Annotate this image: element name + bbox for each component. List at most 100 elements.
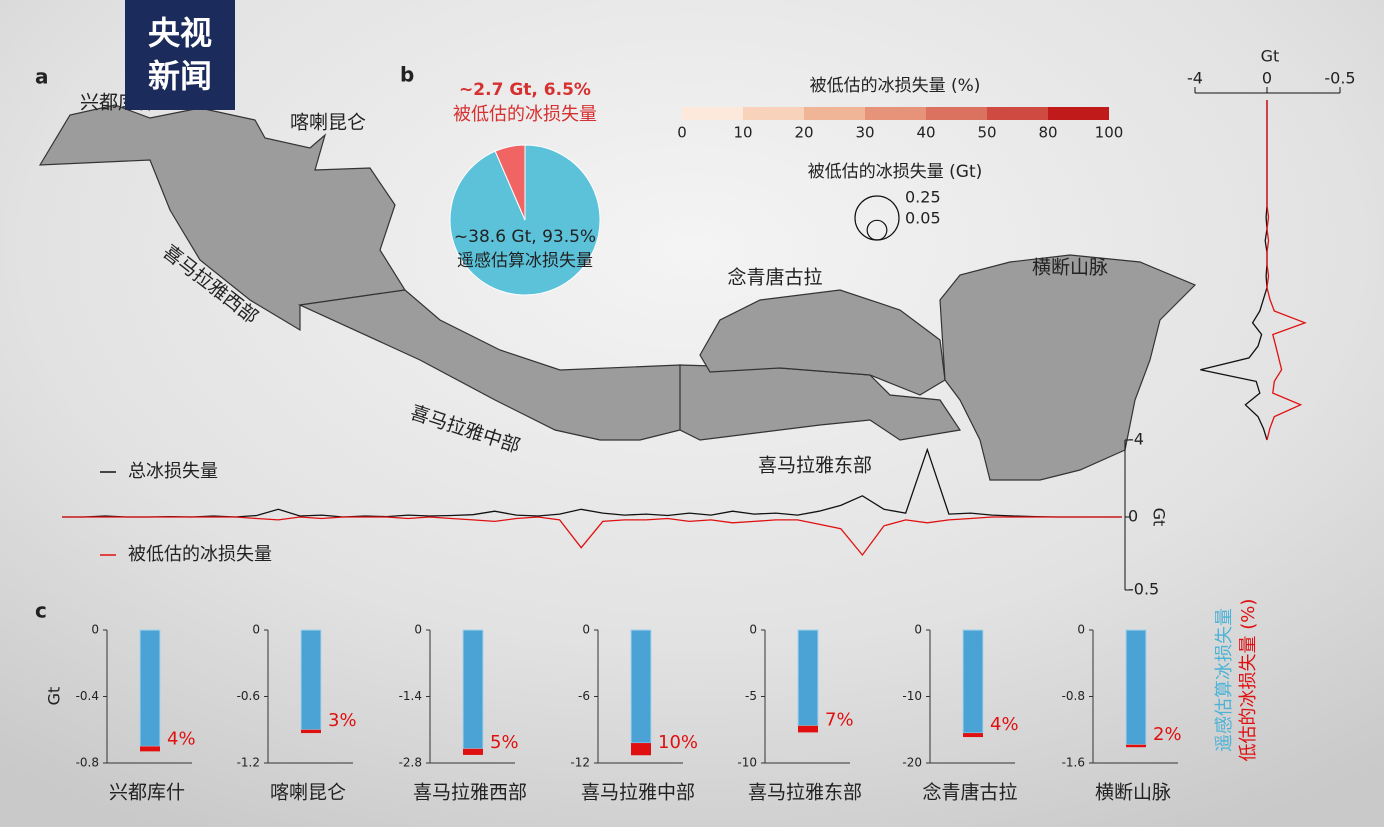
panel-label: b	[400, 63, 414, 87]
tick-label: -1.2	[237, 756, 260, 770]
pie-label: ~38.6 Gt, 93.5%	[454, 227, 596, 247]
tick-label: -20	[902, 756, 922, 770]
share-label: 5%	[490, 732, 519, 753]
legend-tick: 50	[977, 124, 996, 142]
region	[939, 254, 1197, 481]
tick-label: -0.6	[237, 689, 260, 703]
tick-label: -0.8	[76, 756, 99, 770]
tick-label: -0.5	[1324, 69, 1355, 88]
tick-label: -0.8	[1062, 689, 1085, 703]
tick-label: -4	[1128, 430, 1144, 449]
legend-swatch	[865, 107, 926, 120]
share-label: 10%	[658, 732, 698, 753]
legend-title: 被低估的冰损失量 (%)	[810, 76, 981, 96]
legend-label: 低估的冰损失量 (%)	[1238, 599, 1259, 762]
category-label: 喜马拉雅东部	[748, 782, 862, 804]
tick-label: -1.4	[399, 689, 422, 703]
category-label: 念青唐古拉	[922, 781, 1017, 804]
logo-text: 新闻	[148, 57, 212, 95]
legend-tick: 0	[677, 124, 687, 142]
tick-label: 0	[914, 623, 922, 637]
pie-label: 被低估的冰损失量	[453, 104, 597, 125]
tick-label: 0	[1128, 507, 1138, 526]
category-label: 喜马拉雅西部	[413, 782, 527, 804]
tick-label: -0.5	[1128, 580, 1159, 599]
legend-tick: 10	[733, 124, 752, 142]
pie-label: 遥感估算冰损失量	[457, 251, 593, 271]
legend-swatch	[926, 107, 987, 120]
legend-swatch	[682, 107, 743, 120]
region	[38, 104, 406, 332]
share-label: 3%	[328, 710, 357, 731]
tick-label: 0	[252, 623, 260, 637]
map-regions	[38, 104, 1197, 481]
legend-tick: 20	[794, 124, 813, 142]
bar	[463, 748, 483, 755]
legend-label: 被低估的冰损失量	[128, 544, 272, 565]
share-label: 4%	[990, 714, 1019, 735]
legend-tick: 30	[855, 124, 874, 142]
legend-tick: 100	[1095, 124, 1124, 142]
region-label: 喜马拉雅东部	[758, 455, 872, 477]
legend-label: 遥感估算冰损失量	[1214, 608, 1235, 752]
category-label: 喀喇昆仑	[270, 782, 346, 804]
axis-label: Gt	[1261, 47, 1280, 66]
bar	[140, 746, 160, 752]
tick-label: 0	[414, 623, 422, 637]
bar	[962, 629, 984, 734]
legend-label: 总冰损失量	[128, 461, 218, 482]
share-label: 4%	[167, 728, 196, 749]
logo-text: 央视	[148, 14, 212, 52]
size-label: 0.05	[905, 209, 941, 228]
category-label: 横断山脉	[1095, 782, 1171, 804]
bar	[301, 729, 321, 734]
bar	[631, 743, 651, 756]
logo-box	[125, 0, 235, 110]
tick-label: -10	[902, 689, 922, 703]
tick-label: -0.4	[76, 689, 99, 703]
region-label: 念青唐古拉	[727, 266, 822, 289]
tick-label: -10	[737, 756, 757, 770]
bar	[797, 629, 819, 727]
legend-title: 被低估的冰损失量 (Gt)	[808, 162, 983, 182]
tick-label: 0	[1077, 623, 1085, 637]
legend-tick: 40	[916, 124, 935, 142]
category-label: 喜马拉雅中部	[581, 782, 695, 804]
region-label: 喀喇昆仑	[290, 112, 366, 134]
panel-label: c	[35, 599, 47, 623]
tick-label: -6	[578, 689, 590, 703]
axis-label: Gt	[1150, 508, 1169, 527]
category-label: 兴都库什	[109, 782, 185, 804]
legend-swatch	[804, 107, 865, 120]
logo: 央视 新闻	[125, 0, 235, 110]
bar	[963, 733, 983, 738]
legend-swatch	[987, 107, 1048, 120]
axis-label: Gt	[45, 687, 64, 706]
bar	[1126, 744, 1146, 748]
pie-label: ~2.7 Gt, 6.5%	[459, 80, 591, 100]
region-label: 横断山脉	[1032, 257, 1108, 279]
bar	[300, 629, 322, 731]
tick-label: -12	[570, 756, 590, 770]
profile-line	[62, 516, 1122, 557]
tick-label: 0	[91, 623, 99, 637]
profile-line	[1266, 100, 1307, 441]
tick-label: -1.6	[1062, 756, 1085, 770]
tick-label: -5	[745, 689, 757, 703]
tick-label: -2.8	[399, 756, 422, 770]
bar	[630, 629, 652, 744]
panel-label: a	[35, 65, 49, 89]
region	[699, 289, 946, 396]
tick-label: -4	[1187, 69, 1203, 88]
tick-label: 0	[582, 623, 590, 637]
bar	[1125, 629, 1147, 746]
share-label: 2%	[1153, 724, 1182, 745]
legend-swatch	[743, 107, 804, 120]
bar	[139, 629, 161, 747]
size-label: 0.25	[905, 188, 941, 207]
pie-slice	[494, 144, 526, 221]
bar	[798, 725, 818, 733]
legend-swatch	[1048, 107, 1109, 120]
bar	[462, 629, 484, 750]
